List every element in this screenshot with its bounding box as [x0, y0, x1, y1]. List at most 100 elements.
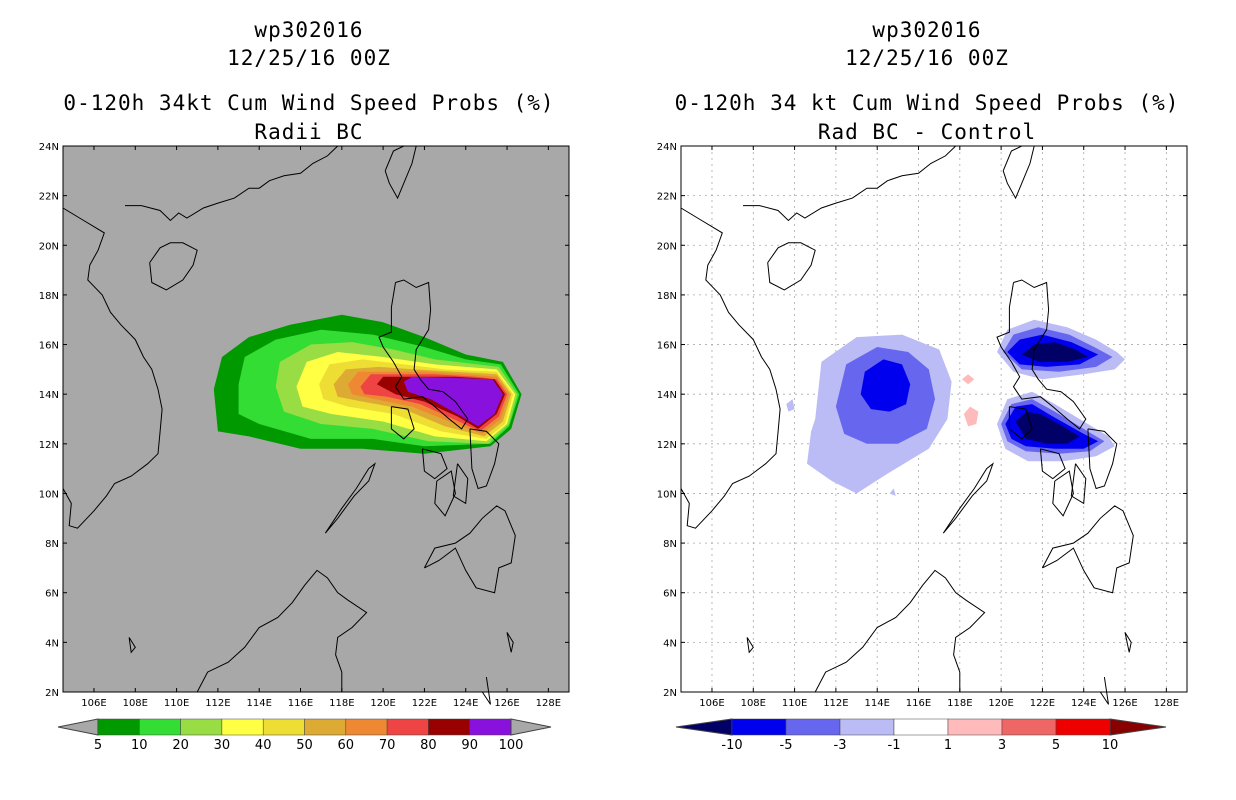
- lat-label: 12N: [657, 440, 677, 451]
- lat-label: 24N: [657, 142, 677, 153]
- coastline-segment: [421, 448, 448, 480]
- colorbar-label: 60: [338, 738, 355, 753]
- colorbar-arrow-left: [675, 718, 733, 736]
- colorbar-label: 1: [944, 738, 952, 753]
- difference-contour: [961, 374, 975, 385]
- lon-label: 116E: [906, 698, 931, 709]
- coastline-segment: [469, 428, 500, 490]
- coastline-segment: [506, 632, 514, 653]
- right-title-subtitle: Rad BC - Control: [817, 120, 1037, 144]
- lon-label: 116E: [288, 698, 313, 709]
- lat-label: 20N: [39, 241, 59, 252]
- lat-label: 14N: [657, 390, 677, 401]
- colorbar-label: 10: [131, 738, 148, 753]
- right-colorbar: -10 -5 -3 -1 1 3 5 10: [675, 718, 1167, 753]
- colorbar-arrow-right: [1109, 718, 1167, 736]
- coastline-segment: [814, 569, 986, 693]
- coastline-segment: [452, 463, 469, 505]
- coastline-segment: [149, 242, 198, 291]
- colorbar-swatch: [428, 718, 470, 736]
- lon-label: 126E: [1112, 698, 1137, 709]
- colorbar-swatch: [180, 718, 223, 736]
- colorbar-label: 100: [499, 738, 524, 753]
- coastline-segment: [746, 637, 754, 654]
- coastline-segment: [767, 242, 816, 291]
- colorbar-swatch: [262, 718, 305, 736]
- left-title-storm: wp302016: [254, 18, 364, 42]
- coastline-segment: [390, 406, 415, 440]
- right-axis-ticks: 24N 22N 20N 18N 16N 14N 12N 10N 8N 6N 4N 2N 106E 108E…: [657, 142, 1187, 709]
- coastline-segment: [680, 207, 781, 529]
- coastline-segment: [423, 505, 516, 594]
- lat-label: 16N: [39, 341, 59, 352]
- colorbar-swatch: [947, 718, 1003, 736]
- coastline-segment: [1039, 448, 1066, 480]
- colorbar-swatch: [345, 718, 388, 736]
- lon-label: 110E: [782, 698, 807, 709]
- right-map-frame: [680, 145, 1188, 693]
- left-probability-swath: [213, 314, 522, 454]
- lat-label: 2N: [663, 688, 677, 699]
- colorbar-label: 70: [379, 738, 396, 753]
- left-map-frame: [62, 145, 570, 693]
- colorbar-swatch: [304, 718, 347, 736]
- colorbar-arrow-left: [57, 718, 99, 736]
- colorbar-label: 20: [172, 738, 189, 753]
- coastline-segment: [378, 279, 469, 430]
- colorbar-label: -1: [888, 738, 901, 753]
- colorbar-label: -10: [721, 738, 742, 753]
- colorbar-swatch: [469, 718, 512, 736]
- colorbar-swatch: [785, 718, 841, 736]
- lon-label: 124E: [453, 698, 478, 709]
- coastline-segment: [324, 462, 376, 534]
- colorbar-swatch: [1055, 718, 1111, 736]
- left-title-subtitle: Radii BC: [254, 120, 364, 144]
- left-title-date: 12/25/16 00Z: [227, 46, 391, 70]
- lon-label: 106E: [81, 698, 106, 709]
- colorbar-label: 50: [296, 738, 313, 753]
- lon-label: 108E: [741, 698, 766, 709]
- lon-label: 122E: [1030, 698, 1055, 709]
- coastline-segment: [1070, 463, 1087, 505]
- colorbar-swatch: [386, 718, 429, 736]
- lon-label: 124E: [1071, 698, 1096, 709]
- lon-label: 112E: [823, 698, 848, 709]
- lat-label: 16N: [657, 341, 677, 352]
- colorbar-label: -3: [834, 738, 847, 753]
- lon-label: 110E: [164, 698, 189, 709]
- lat-label: 14N: [39, 390, 59, 401]
- colorbar-swatch: [731, 718, 787, 736]
- coastline-segment: [481, 677, 491, 705]
- lat-label: 6N: [45, 589, 59, 600]
- colorbar-swatch: [1001, 718, 1057, 736]
- coastline-segment: [996, 279, 1087, 430]
- right-title-storm: wp302016: [872, 18, 982, 42]
- colorbar-label: 5: [94, 738, 102, 753]
- lat-label: 4N: [45, 638, 59, 649]
- colorbar-label: -5: [780, 738, 793, 753]
- lat-label: 8N: [45, 539, 59, 550]
- colorbar-label: 5: [1052, 738, 1060, 753]
- lat-label: 24N: [39, 142, 59, 153]
- lon-label: 128E: [536, 698, 561, 709]
- lat-label: 2N: [45, 688, 59, 699]
- lon-label: 106E: [699, 698, 724, 709]
- lat-label: 8N: [663, 539, 677, 550]
- coastline-segment: [1099, 677, 1109, 705]
- difference-contour: [786, 399, 795, 412]
- right-difference-field: [786, 319, 1125, 496]
- coastline-segment: [125, 145, 339, 222]
- lat-label: 18N: [657, 291, 677, 302]
- colorbar-swatch: [97, 718, 140, 736]
- lon-label: 126E: [494, 698, 519, 709]
- coastline-segment: [743, 145, 957, 222]
- difference-contour: [860, 359, 911, 412]
- coastline-segment: [1041, 505, 1134, 594]
- colorbar-label: 80: [420, 738, 437, 753]
- left-coastlines: [62, 145, 516, 705]
- colorbar-label: 10: [1102, 738, 1119, 753]
- lon-label: 108E: [123, 698, 148, 709]
- lat-label: 6N: [663, 589, 677, 600]
- colorbar-label: 90: [461, 738, 478, 753]
- right-map: 24N 22N 20N 18N 16N 14N 12N 10N 8N 6N 4N 2N 106E 108E…: [657, 142, 1188, 753]
